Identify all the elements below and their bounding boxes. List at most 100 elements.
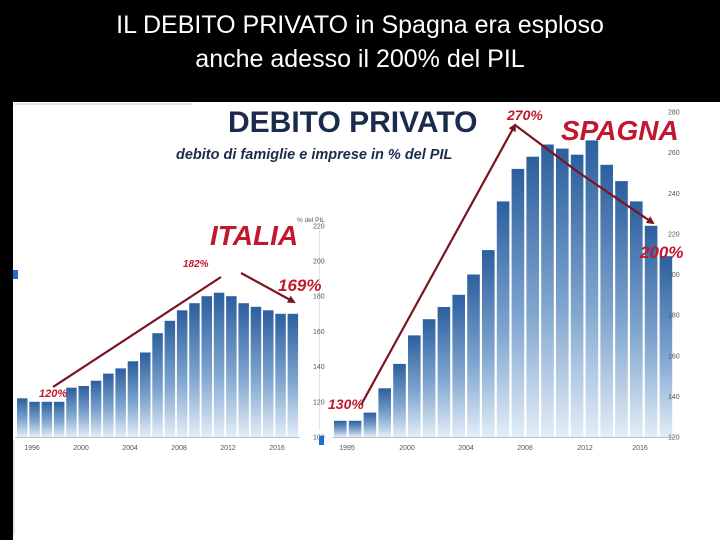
title-line-2: anche adesso il 200% del PIL (195, 45, 525, 73)
spagna-trend-arrow (360, 123, 516, 406)
italia-chart-title: ITALIA (210, 220, 298, 251)
spagna-bar-2012 (585, 140, 599, 437)
italia-bar-2014 (250, 306, 262, 437)
italia-y-tick-label: 160 (313, 329, 325, 336)
italia-bar-2005 (140, 352, 151, 437)
italia-bar-2007 (164, 320, 176, 437)
left-border (13, 440, 15, 535)
italia-bar-1995 (17, 398, 28, 437)
spagna-bar-2015 (630, 201, 643, 437)
italia-bar-2016 (275, 313, 286, 437)
chart-image: DEBITO PRIVATO debito di famiglie e impr… (13, 102, 720, 540)
spagna-bar-2005 (482, 250, 495, 437)
italia-bar-2003 (115, 368, 126, 437)
italia-bar-2015 (263, 310, 274, 437)
italia-bar-2010 (201, 296, 212, 437)
italia-bar-2012 (226, 296, 237, 437)
spagna-annotation: 270% (506, 107, 543, 123)
italia-bar-1998 (53, 401, 65, 437)
spagna-bar-2011 (570, 154, 584, 437)
italia-y-tick-label: 140 (313, 364, 325, 371)
spagna-x-tick-label: 2016 (632, 445, 648, 452)
italia-annotation: 182% (183, 259, 209, 270)
spagna-y-tick-label: 200 (668, 272, 680, 279)
italia-x-tick-label: 2000 (73, 445, 89, 452)
italia-y-tick-label: 180 (313, 294, 325, 301)
spagna-bar-2013 (600, 164, 613, 438)
spagna-bar-2008 (526, 156, 539, 437)
italia-x-tick-label: 2008 (171, 445, 187, 452)
spagna-bar-1998 (378, 388, 391, 438)
spagna-annotation: 200% (639, 243, 683, 262)
spagna-bar-2017 (659, 256, 673, 437)
spagna-bar-2001 (422, 319, 436, 437)
italia-x-tick-label: 1996 (24, 445, 40, 452)
spagna-x-tick-label: 2004 (458, 445, 474, 452)
italia-bar-2017 (287, 313, 299, 437)
spagna-bar-1996 (348, 420, 362, 438)
italia-x-tick-label: 2016 (269, 445, 285, 452)
italia-bar-2009 (189, 303, 200, 437)
top-border (14, 103, 192, 105)
italia-bar-2006 (152, 333, 163, 437)
italia-bar-2011 (213, 292, 225, 437)
italia-trend-arrow (52, 276, 222, 388)
italia-y-tick-label: 220 (313, 223, 325, 230)
header-subtitle: debito di famiglie e imprese in % del PI… (176, 147, 452, 163)
italia-bar-2008 (176, 310, 188, 437)
spagna-bar-1995 (334, 420, 347, 438)
spagna-x-tick-label: 2012 (577, 445, 593, 452)
spagna-y-tick-label: 220 (668, 231, 680, 238)
italia-bar-2004 (127, 361, 139, 437)
italia-y-tick-label: 200 (313, 259, 325, 266)
italia-bar-2000 (78, 386, 89, 437)
spagna-bar-2004 (467, 274, 480, 437)
chart-canvas: DEBITO PRIVATO debito di famiglie e impr… (13, 103, 683, 535)
spagna-bar-2009 (541, 144, 554, 437)
spagna-bar-2007 (511, 168, 525, 437)
italia-trend-arrow (240, 272, 296, 303)
italia-x-tick-label: 2012 (220, 445, 236, 452)
spagna-y-tick-label: 280 (668, 110, 680, 117)
spagna-y-tick-label: 120 (668, 435, 680, 442)
selection-handle-left[interactable] (13, 270, 18, 279)
spagna-bar-2003 (452, 294, 465, 437)
spagna-trend-arrow (514, 124, 579, 173)
spagna-bar-2002 (437, 307, 451, 437)
slide-title: IL DEBITO PRIVATO in Spagna era esploso … (0, 8, 720, 76)
italia-unit-label: % del PIL (297, 217, 325, 224)
spagna-y-tick-label: 240 (668, 191, 680, 198)
spagna-y-tick-label: 180 (668, 313, 680, 320)
spagna-bar-2016 (644, 225, 658, 438)
italia-bar-2013 (238, 303, 249, 437)
spagna-bar-2010 (556, 148, 569, 437)
spagna-bar-1999 (393, 363, 406, 437)
italia-bar-2002 (103, 373, 114, 437)
spagna-y-tick-label: 140 (668, 394, 680, 401)
spagna-y-tick-label: 160 (668, 353, 680, 360)
spagna-bar-2006 (496, 201, 510, 437)
italia-bar-1996 (29, 401, 40, 437)
italia-bar-2001 (90, 380, 102, 437)
spagna-x-tick-label: 1995 (339, 445, 355, 452)
bar-charts: 1996 2000 2004 2008 2012 2016 100 120 140 160 180 2… (15, 107, 683, 452)
spagna-chart-title: SPAGNA (561, 115, 679, 146)
selection-handle-bottom[interactable] (319, 436, 324, 445)
italia-y-tick-label: 100 (313, 435, 325, 442)
italia-annotation: 169% (278, 276, 321, 295)
italia-bar-1997 (41, 401, 53, 437)
spagna-bar-1997 (363, 412, 377, 437)
italia-annotation: 120% (39, 388, 67, 400)
italia-x-tick-label: 2004 (122, 445, 138, 452)
spagna-annotation: 130% (328, 396, 364, 412)
spagna-bar-2000 (408, 335, 421, 437)
title-line-1: IL DEBITO PRIVATO in Spagna era esploso (116, 11, 604, 39)
panel-divider (319, 230, 320, 430)
spagna-bar-2014 (615, 181, 628, 437)
spagna-trend-arrow (577, 171, 655, 225)
header-title: DEBITO PRIVATO (228, 106, 477, 139)
spagna-x-tick-label: 2000 (399, 445, 415, 452)
spagna-y-tick-label: 260 (668, 150, 680, 157)
italia-y-tick-label: 120 (313, 399, 325, 406)
spagna-x-tick-label: 2008 (517, 445, 533, 452)
